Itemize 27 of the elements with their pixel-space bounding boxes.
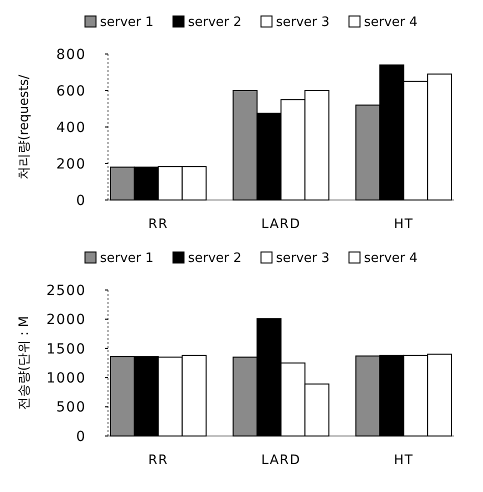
y-tick-label: 2500 [46, 282, 86, 299]
x-tick-label: HT [394, 453, 414, 468]
legend-label: server 4 [364, 15, 418, 30]
y-tick-label: 200 [56, 156, 86, 172]
x-tick-label: LARD [261, 453, 301, 468]
y-tick-label: 0 [76, 428, 86, 445]
y-tick-label: 1500 [46, 341, 86, 358]
y-tick-label: 1000 [46, 370, 86, 386]
y-tick-label: 800 [56, 46, 86, 63]
legend-label: server 2 [188, 251, 242, 266]
y-axis-title: 처리량(requests/ [17, 74, 32, 180]
legend-label: server 4 [364, 251, 418, 266]
y-tick-label: 500 [56, 400, 86, 416]
x-tick-label: RR [148, 217, 168, 232]
legend-label: server 3 [276, 15, 330, 30]
y-tick-label: 2000 [46, 312, 86, 328]
x-tick-label: LARD [261, 217, 301, 232]
legend-label: server 1 [100, 251, 154, 266]
y-tick-label: 600 [56, 83, 86, 100]
legend-label: server 2 [188, 15, 242, 30]
y-axis-title: 전송량(단위 : M [17, 316, 32, 410]
x-tick-label: HT [394, 217, 414, 232]
legend-label: server 3 [276, 251, 330, 266]
y-tick-label: 400 [56, 120, 86, 136]
legend-label: server 1 [100, 15, 154, 30]
y-tick-label: 0 [76, 192, 86, 209]
x-tick-label: RR [148, 453, 168, 468]
